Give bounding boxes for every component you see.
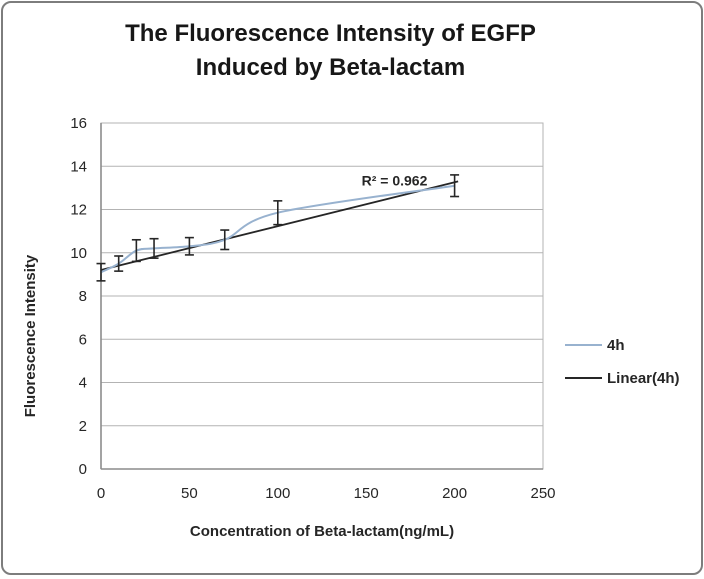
legend-label-Linear(4h): Linear(4h) xyxy=(607,370,680,387)
x-axis-title: Concentration of Beta-lactam(ng/mL) xyxy=(190,523,454,540)
legend-label-4h: 4h xyxy=(607,337,625,354)
y-tick-label: 14 xyxy=(70,158,87,175)
x-tick-label: 50 xyxy=(181,485,198,502)
chart-canvas: 0 2 4 6 8 10 12 14 16 0 50 100 150 200 250 Concentratio… xyxy=(22,115,680,540)
chart-title-line-2: Induced by Beta-lactam xyxy=(195,54,466,81)
x-tick-label: 250 xyxy=(530,485,555,502)
chart-title-line-1: The Fluorescence Intensity of EGFP xyxy=(125,20,536,47)
chart-title: The Fluorescence Intensity of EGFP Induc… xyxy=(3,17,658,85)
y-tick-label: 10 xyxy=(70,245,87,262)
series-line-4h xyxy=(100,184,455,274)
y-tick-label: 8 xyxy=(79,288,87,305)
trendline xyxy=(100,180,459,271)
y-tick-label: 16 xyxy=(70,115,87,132)
x-tick-label: 200 xyxy=(442,485,467,502)
y-tick-label: 6 xyxy=(79,331,87,348)
y-tick-label: 12 xyxy=(70,202,87,219)
y-tick-label: 4 xyxy=(79,375,87,392)
y-tick-label: 2 xyxy=(79,418,87,435)
x-tick-label: 100 xyxy=(265,485,290,502)
r-squared-annotation: R² = 0.962 xyxy=(362,172,428,188)
y-tick-label: 0 xyxy=(79,461,87,478)
x-tick-label: 150 xyxy=(354,485,379,502)
y-axis-title: Fluorescence Intensity xyxy=(22,254,39,417)
x-tick-label: 0 xyxy=(97,485,105,502)
